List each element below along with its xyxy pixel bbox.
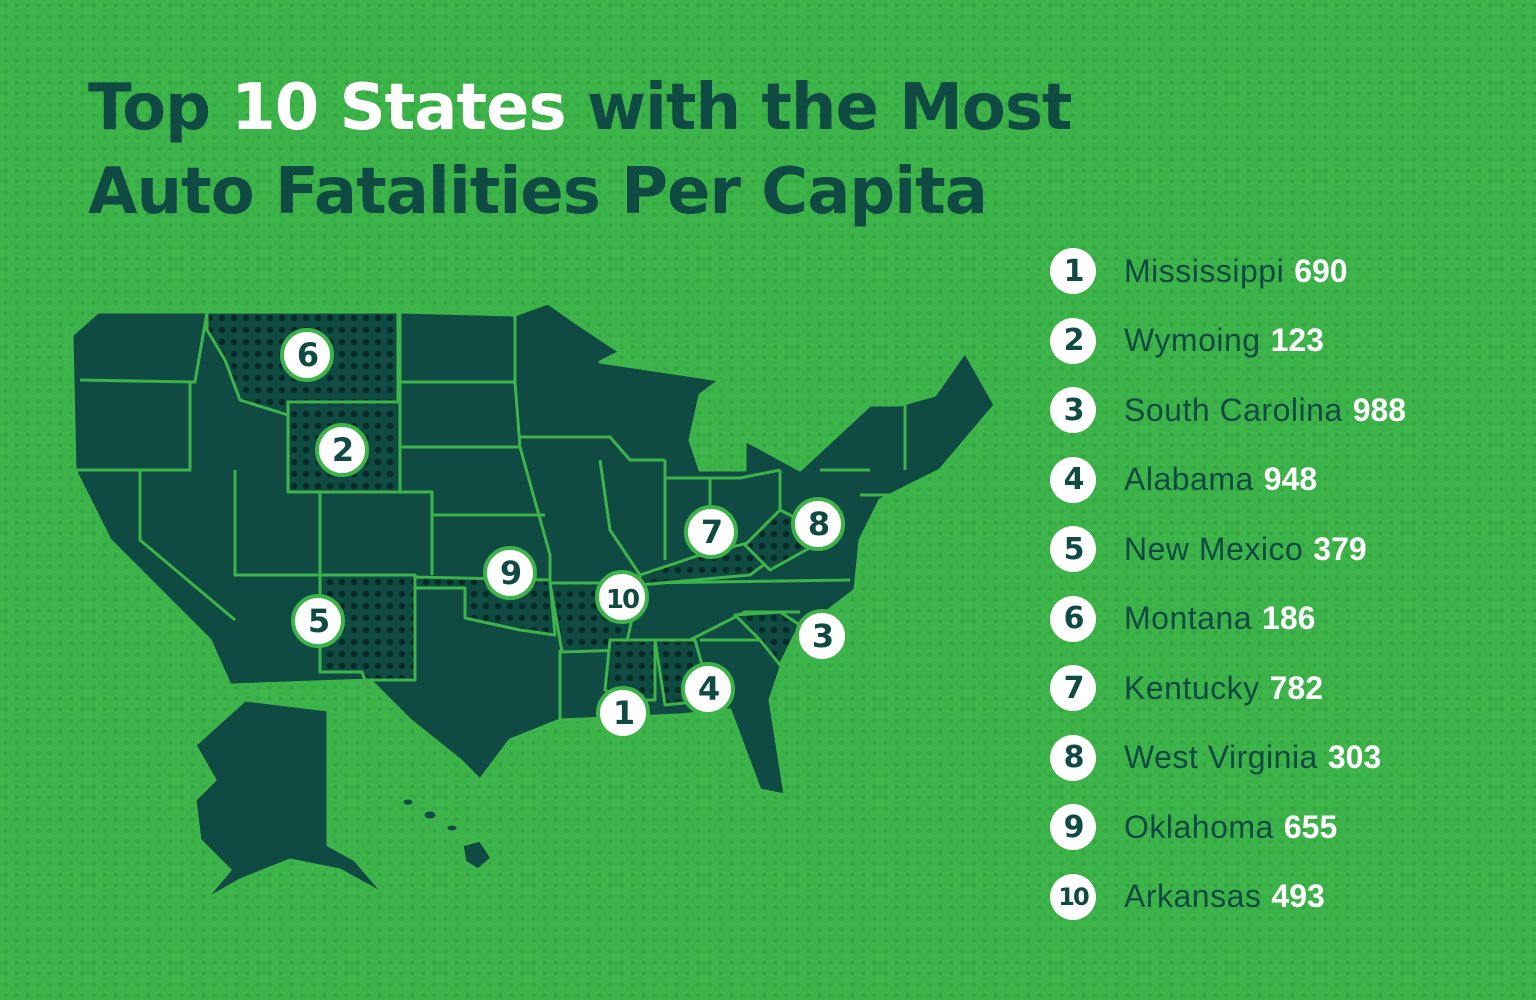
legend-item: 2 Wymoing 123 bbox=[1050, 317, 1324, 364]
page-title: Top 10 States with the Most Auto Fataliti… bbox=[88, 66, 1072, 234]
badge-number: 9 bbox=[500, 554, 521, 592]
legend-item: 4 Alabama 948 bbox=[1050, 456, 1318, 503]
title-highlight: 10 States bbox=[231, 71, 566, 145]
state-name: West Virginia bbox=[1124, 739, 1318, 775]
map-rank-badge: 4 bbox=[681, 662, 735, 716]
state-name: New Mexico bbox=[1124, 530, 1304, 567]
badge-number: 10 bbox=[606, 585, 639, 615]
fatality-value: 782 bbox=[1269, 669, 1324, 706]
title-line2: Auto Fatalities Per Capita bbox=[88, 155, 988, 229]
legend-item: 6 Montana 186 bbox=[1050, 595, 1316, 642]
title-part2: with the Most bbox=[565, 71, 1073, 145]
badge-number: 8 bbox=[808, 505, 829, 543]
map-rank-badge: 3 bbox=[795, 609, 849, 663]
rank-badge: 8 bbox=[1050, 734, 1096, 781]
hawaii-island bbox=[460, 838, 494, 872]
hawaii-island bbox=[444, 822, 460, 834]
legend-item: 1 Mississippi 690 bbox=[1050, 248, 1348, 294]
map-rank-badge: 6 bbox=[280, 328, 334, 382]
map-rank-badge: 1 bbox=[596, 686, 650, 740]
map-rank-badge: 7 bbox=[684, 505, 738, 559]
map-rank-badge: 8 bbox=[791, 497, 845, 551]
badge-circle bbox=[483, 546, 537, 600]
rank-badge: 10 bbox=[1050, 873, 1096, 920]
fatality-value: 379 bbox=[1313, 530, 1367, 567]
state-name: Wymoing bbox=[1124, 322, 1261, 358]
alaska bbox=[193, 698, 387, 902]
legend-item: 10 Arkansas 493 bbox=[1050, 873, 1325, 920]
rank-badge: 6 bbox=[1050, 595, 1096, 642]
map-rank-badge: 5 bbox=[291, 594, 345, 648]
fatality-value: 988 bbox=[1352, 391, 1407, 428]
badge-circle bbox=[795, 609, 849, 663]
state-name: Kentucky bbox=[1124, 669, 1260, 706]
badge-number: 6 bbox=[297, 336, 318, 374]
state-name: Alabama bbox=[1124, 461, 1254, 497]
badge-circle bbox=[684, 505, 738, 559]
state-name: Arkansas bbox=[1124, 878, 1262, 914]
rank-badge: 7 bbox=[1050, 665, 1096, 711]
legend-item: 3 South Carolina 988 bbox=[1050, 387, 1406, 433]
contiguous-us-outline bbox=[70, 301, 997, 797]
badge-circle bbox=[315, 423, 369, 477]
hawaii-island bbox=[400, 796, 416, 808]
map-rank-badge: 2 bbox=[315, 423, 369, 477]
state-name: South Carolina bbox=[1124, 391, 1343, 428]
rank-badge: 3 bbox=[1050, 387, 1096, 433]
state-south-carolina bbox=[733, 610, 802, 667]
badge-circle bbox=[791, 497, 845, 551]
badge-number: 4 bbox=[698, 670, 719, 708]
badge-number: 3 bbox=[812, 617, 832, 655]
fatality-value: 948 bbox=[1263, 461, 1318, 497]
fatality-value: 493 bbox=[1271, 878, 1325, 914]
state-name: Mississippi bbox=[1124, 252, 1285, 289]
badge-number: 1 bbox=[613, 694, 634, 732]
fatality-value: 303 bbox=[1327, 739, 1382, 775]
rank-badge: 5 bbox=[1050, 526, 1096, 572]
state-name: Montana bbox=[1124, 600, 1253, 636]
badge-circle bbox=[291, 594, 345, 648]
rank-badge: 9 bbox=[1050, 804, 1096, 850]
title-part1: Top bbox=[88, 71, 232, 145]
legend-item: 7 Kentucky 782 bbox=[1050, 665, 1323, 711]
legend-item: 9 Oklahoma 655 bbox=[1050, 804, 1337, 850]
rank-badge: 2 bbox=[1050, 317, 1096, 364]
badge-circle bbox=[280, 328, 334, 382]
legend-item: 8 West Virginia 303 bbox=[1050, 734, 1382, 781]
state-new-mexico bbox=[318, 573, 417, 682]
state-borders bbox=[75, 311, 907, 722]
fatality-value: 655 bbox=[1283, 808, 1338, 845]
hawaii-island bbox=[421, 808, 439, 822]
map-rank-badge: 10 bbox=[595, 570, 649, 624]
badge-number: 2 bbox=[332, 431, 352, 469]
rank-badge: 4 bbox=[1050, 456, 1096, 503]
badge-circle bbox=[596, 686, 650, 740]
fatality-value: 123 bbox=[1270, 322, 1324, 358]
badge-number: 7 bbox=[701, 513, 721, 551]
fatality-value: 690 bbox=[1294, 252, 1348, 289]
badge-number: 5 bbox=[308, 602, 329, 640]
fatality-value: 186 bbox=[1262, 600, 1316, 636]
legend-item: 5 New Mexico 379 bbox=[1050, 526, 1367, 572]
rank-badge: 1 bbox=[1050, 248, 1096, 294]
badge-circle bbox=[681, 662, 735, 716]
map-rank-badge: 9 bbox=[483, 546, 537, 600]
state-name: Oklahoma bbox=[1124, 808, 1274, 845]
badge-circle bbox=[595, 570, 649, 624]
